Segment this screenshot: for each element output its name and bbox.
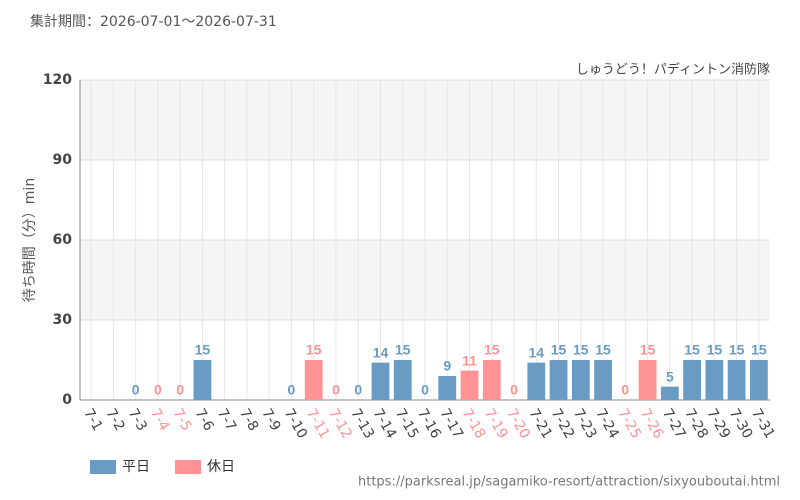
value-label: 9 <box>443 358 451 374</box>
bar <box>549 360 568 400</box>
value-label: 15 <box>684 342 700 358</box>
x-tick-label: 7-6 <box>191 406 216 434</box>
value-label: 5 <box>666 368 674 384</box>
value-label: 11 <box>462 352 477 368</box>
y-tick-label: 60 <box>53 232 73 248</box>
value-label: 14 <box>529 344 545 360</box>
value-label: 0 <box>288 382 296 398</box>
x-tick-label: 7-8 <box>236 406 261 434</box>
bar <box>705 360 724 400</box>
bar <box>571 360 590 400</box>
legend-label: 平日 <box>122 459 150 475</box>
x-tick-label: 7-3 <box>125 406 150 434</box>
y-tick-label: 120 <box>43 72 72 88</box>
bar <box>371 362 390 400</box>
bar <box>749 360 768 400</box>
value-label: 15 <box>729 342 745 358</box>
x-tick-label: 7-7 <box>214 406 239 434</box>
bar <box>460 370 479 400</box>
value-label: 0 <box>354 382 362 398</box>
legend-swatch <box>175 460 201 474</box>
value-label: 0 <box>621 382 629 398</box>
value-label: 15 <box>707 342 723 358</box>
x-tick-label: 7-31 <box>748 406 778 442</box>
chart-subtitle: しゅうどう！パディントン消防隊 <box>576 62 770 78</box>
x-tick-label: 7-9 <box>258 406 283 434</box>
bar <box>527 362 546 400</box>
value-label: 15 <box>484 342 500 358</box>
x-tick-label: 7-1 <box>80 406 105 434</box>
y-tick-label: 0 <box>62 392 72 408</box>
value-label: 0 <box>132 382 140 398</box>
legend-swatch <box>90 460 116 474</box>
value-label: 15 <box>640 342 656 358</box>
x-tick-label: 7-4 <box>147 406 172 434</box>
bar <box>660 386 679 400</box>
bar <box>393 360 412 400</box>
bar <box>683 360 701 400</box>
chart-title: 集計期間：2026-07-01～2026-07-31 <box>30 13 277 30</box>
source: https://parksreal.jp/sagamiko-resort/att… <box>358 475 780 490</box>
value-label: 15 <box>306 342 322 358</box>
value-label: 15 <box>595 342 611 358</box>
bar <box>193 360 212 400</box>
value-label: 15 <box>195 342 211 358</box>
value-label: 0 <box>510 382 518 398</box>
value-label: 14 <box>373 344 389 360</box>
bar <box>594 360 612 400</box>
bar <box>482 360 501 400</box>
y-axis-label: 待ち時間（分）min <box>22 178 38 302</box>
value-label: 15 <box>551 342 567 358</box>
bar <box>304 360 323 400</box>
x-tick-label: 7-2 <box>102 406 127 434</box>
value-label: 15 <box>395 342 411 358</box>
value-label: 0 <box>154 382 162 398</box>
value-label: 15 <box>751 342 767 358</box>
value-label: 0 <box>332 382 340 398</box>
value-label: 0 <box>176 382 184 398</box>
legend-label: 休日 <box>207 459 235 475</box>
bar <box>638 360 657 400</box>
bar <box>438 376 457 400</box>
y-tick-label: 30 <box>53 312 73 328</box>
bar <box>727 360 746 400</box>
x-tick-label: 7-5 <box>169 406 194 434</box>
value-label: 0 <box>421 382 429 398</box>
value-label: 15 <box>573 342 589 358</box>
y-tick-label: 90 <box>53 152 73 168</box>
